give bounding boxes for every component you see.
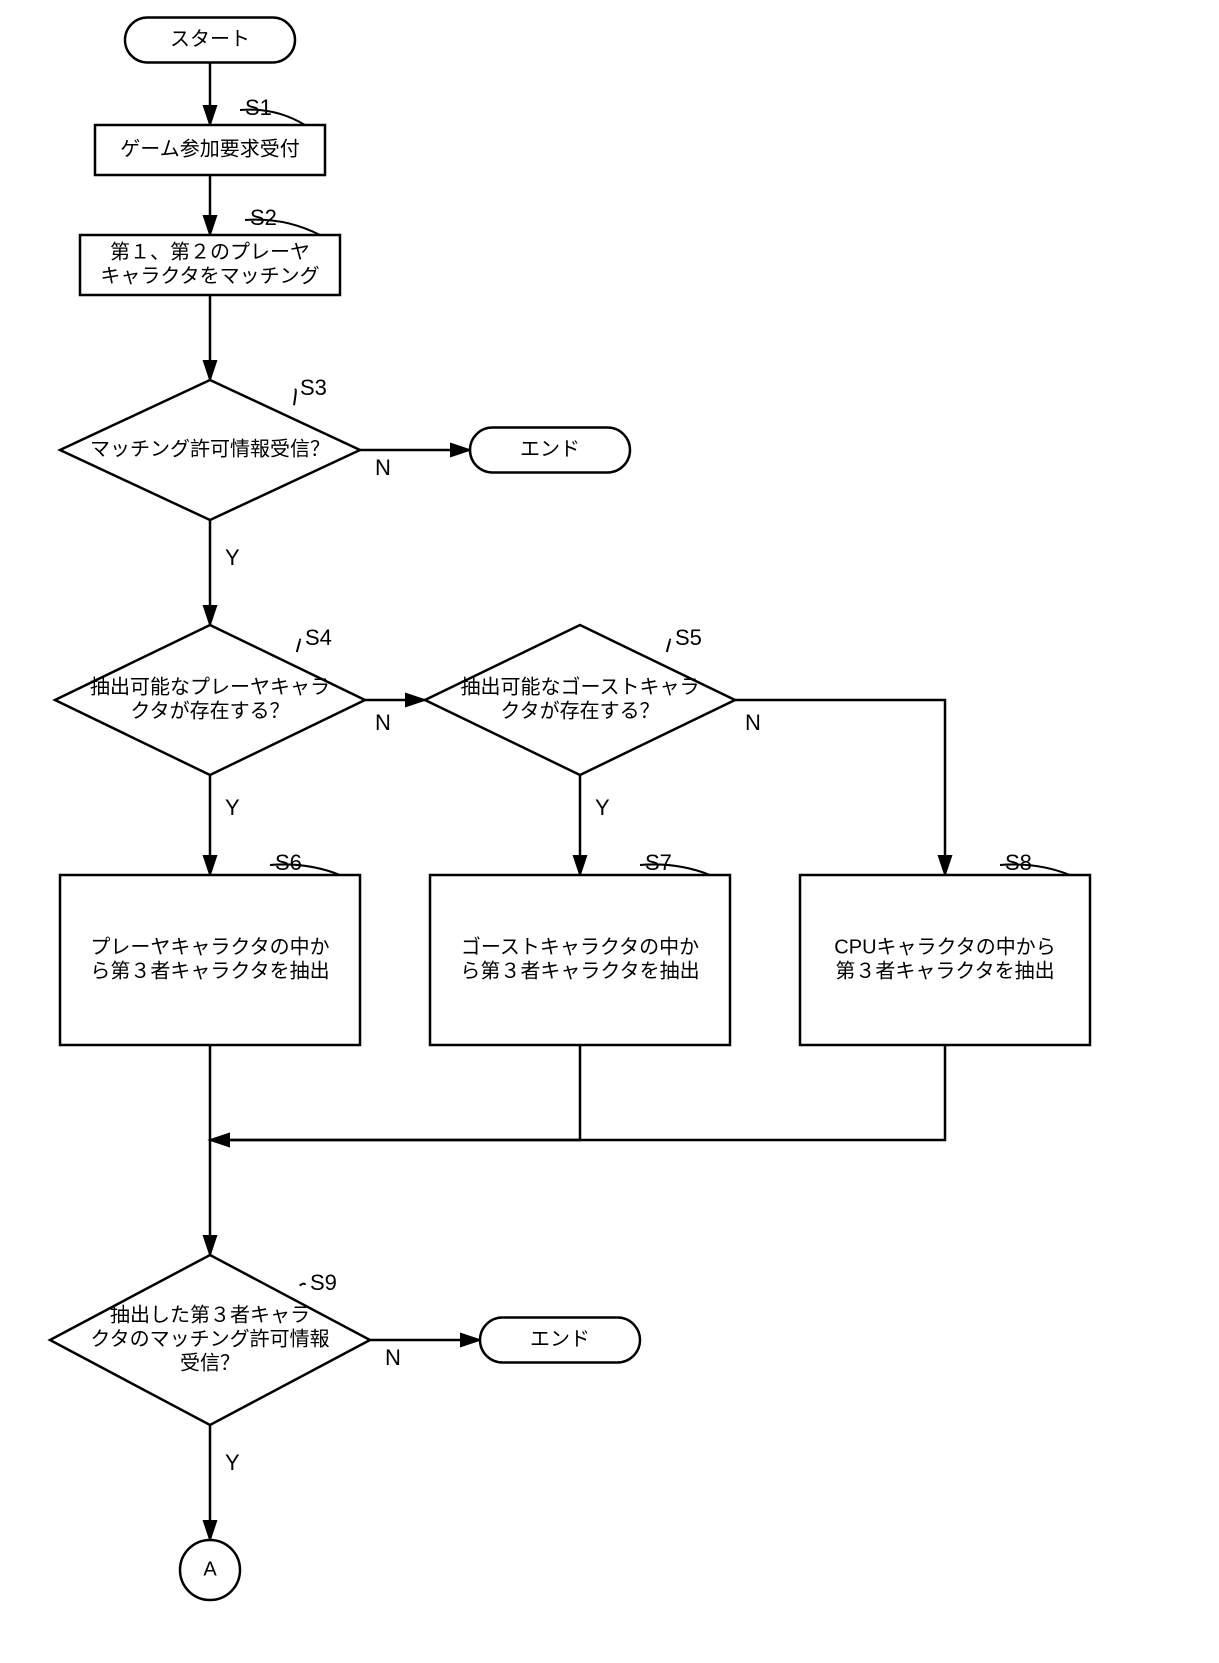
node-connA: A bbox=[180, 1540, 240, 1600]
node-text: ゲーム参加要求受付 bbox=[120, 137, 299, 160]
node-text: クタのマッチング許可情報 bbox=[90, 1327, 329, 1350]
node-text: 第３者キャラクタを抽出 bbox=[835, 959, 1054, 982]
node-s1: ゲーム参加要求受付 bbox=[95, 125, 325, 175]
step-label: S1 bbox=[245, 95, 272, 120]
node-text: エンド bbox=[530, 1328, 590, 1350]
step-label: S7 bbox=[645, 850, 672, 875]
node-text: マッチング許可情報受信？ bbox=[90, 437, 330, 460]
node-s7: ゴーストキャラクタの中から第３者キャラクタを抽出 bbox=[430, 875, 730, 1045]
edge-label: Y bbox=[595, 795, 610, 820]
step-hook bbox=[294, 390, 296, 406]
step-hook bbox=[667, 640, 670, 653]
node-text: クタが存在する？ bbox=[500, 699, 659, 722]
node-text: スタート bbox=[170, 27, 250, 50]
node-text: CPUキャラクタの中から bbox=[834, 935, 1055, 958]
node-text: 抽出可能なゴーストキャラ bbox=[461, 675, 700, 698]
node-text: 抽出可能なプレーヤキャラ bbox=[90, 675, 330, 698]
edge-label: N bbox=[745, 710, 761, 735]
node-end2: エンド bbox=[480, 1318, 640, 1363]
edge bbox=[210, 1045, 580, 1140]
edge-label: N bbox=[385, 1345, 401, 1370]
node-text: 第１、第２のプレーヤ bbox=[110, 240, 310, 263]
step-hook bbox=[300, 1284, 305, 1286]
edge bbox=[735, 700, 945, 875]
node-text: ゴーストキャラクタの中か bbox=[461, 935, 699, 958]
step-label: S3 bbox=[300, 375, 327, 400]
step-label: S5 bbox=[675, 625, 702, 650]
node-text: エンド bbox=[520, 438, 580, 460]
node-s8: CPUキャラクタの中から第３者キャラクタを抽出 bbox=[800, 875, 1090, 1045]
node-s3: マッチング許可情報受信？ bbox=[60, 380, 360, 520]
edge-label: N bbox=[375, 455, 391, 480]
step-label: S9 bbox=[310, 1270, 337, 1295]
step-hook bbox=[297, 640, 300, 653]
nodes-group: スタートゲーム参加要求受付第１、第２のプレーヤキャラクタをマッチングマッチング許… bbox=[50, 18, 1090, 1601]
node-start: スタート bbox=[125, 18, 295, 63]
node-text: キャラクタをマッチング bbox=[100, 264, 319, 287]
node-s2: 第１、第２のプレーヤキャラクタをマッチング bbox=[80, 235, 340, 295]
edge-label: Y bbox=[225, 1450, 240, 1475]
edge-label: Y bbox=[225, 545, 240, 570]
node-text: ら第３者キャラクタを抽出 bbox=[90, 959, 329, 982]
node-text: クタが存在する？ bbox=[130, 699, 289, 722]
flowchart-svg: NYNYNYNYS1S2S3S4S5S6S7S8S9スタートゲーム参加要求受付第… bbox=[0, 0, 1219, 1663]
edge-label: N bbox=[375, 710, 391, 735]
step-label: S2 bbox=[250, 205, 277, 230]
edge-label: Y bbox=[225, 795, 240, 820]
edge bbox=[210, 1045, 945, 1140]
step-label: S6 bbox=[275, 850, 302, 875]
node-text: ら第３者キャラクタを抽出 bbox=[460, 959, 699, 982]
step-label: S8 bbox=[1005, 850, 1032, 875]
node-end1: エンド bbox=[470, 428, 630, 473]
node-text: 抽出した第３者キャラ bbox=[110, 1303, 310, 1326]
node-text: 受信？ bbox=[180, 1351, 240, 1374]
node-text: プレーヤキャラクタの中か bbox=[90, 935, 329, 958]
step-label: S4 bbox=[305, 625, 332, 650]
node-s6: プレーヤキャラクタの中から第３者キャラクタを抽出 bbox=[60, 875, 360, 1045]
node-text: A bbox=[203, 1558, 217, 1580]
